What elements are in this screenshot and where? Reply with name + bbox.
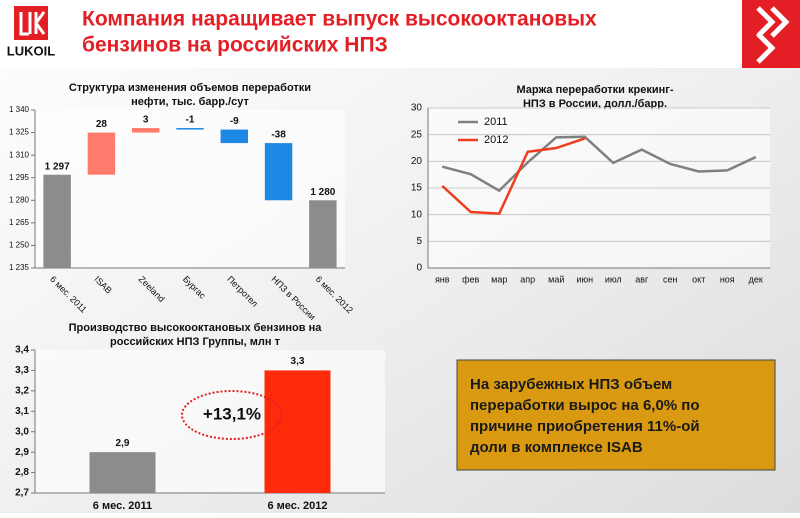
y-tick-label: 3,4 (15, 345, 29, 356)
y-tick-label: 3,1 (15, 406, 29, 417)
x-tick-label: фев (462, 274, 479, 284)
slide-title: бензинов на российских НПЗ (82, 34, 388, 57)
corner-mark (742, 0, 800, 68)
note-text: причине приобретения 11%-ой (470, 418, 700, 435)
slide-title: Компания наращивает выпуск высокооктанов… (82, 8, 597, 31)
charts: На зарубежных НПЗ объем переработки вырос… (9, 82, 770, 512)
annotation-ring (181, 390, 283, 440)
bar (89, 452, 156, 493)
y-tick-label: 1 250 (9, 241, 30, 250)
header-band (0, 0, 800, 68)
value-label: 28 (96, 119, 108, 130)
y-tick-label: 1 265 (9, 218, 30, 227)
y-tick-label: 3,2 (15, 385, 29, 396)
note-text: переработки вырос на 6,0% по (470, 397, 700, 414)
x-tick-label: 6 мес. 2011 (93, 500, 152, 512)
x-tick-label: июл (605, 274, 622, 284)
bar (264, 370, 331, 493)
chart-title: Производство высокооктановых бензинов на (69, 322, 323, 334)
logo: LUKOIL (7, 6, 55, 58)
value-label: 3,3 (291, 356, 305, 367)
line-series (441, 137, 586, 215)
note-text: доли в комплексе ISAB (470, 439, 643, 456)
chart-title: Структура изменения объемов переработки (69, 82, 311, 94)
note-box (456, 359, 776, 471)
y-tick-label: 20 (411, 156, 423, 167)
legend-label: 2012 (484, 134, 508, 146)
x-tick-label: сен (663, 274, 678, 284)
y-tick-label: 1 235 (9, 263, 30, 272)
value-label: 1 280 (310, 187, 335, 198)
y-tick-label: 5 (416, 236, 422, 247)
y-tick-label: 1 340 (9, 105, 30, 114)
x-tick-label: апр (520, 274, 535, 284)
x-tick-label: 6 мес. 2012 (268, 500, 328, 512)
y-tick-label: 0 (416, 263, 422, 274)
bar (87, 132, 116, 175)
y-tick-label: 25 (411, 129, 423, 140)
x-tick-label: июн (576, 274, 593, 284)
chart-title: нефти, тыс. барр./сут (131, 96, 249, 108)
y-tick-label: 1 295 (9, 173, 30, 182)
bar (220, 129, 249, 144)
chart-title: Маржа переработки крекинг- (517, 84, 674, 96)
bar (309, 200, 337, 268)
value-label: 3 (143, 115, 149, 126)
x-tick-label: авг (635, 274, 649, 284)
chart-title: НПЗ в России, долл./барр. (523, 98, 667, 110)
note-text: На зарубежных НПЗ объем (470, 376, 672, 393)
y-tick-label: 30 (411, 103, 423, 114)
x-tick-label: окт (692, 274, 705, 284)
x-tick-label: май (548, 274, 564, 284)
value-label: 1 297 (45, 161, 70, 172)
bar (264, 143, 293, 201)
value-label: 2,9 (116, 438, 130, 449)
y-tick-label: 3,0 (15, 426, 29, 437)
bar (43, 174, 71, 268)
y-tick-label: 2,8 (15, 467, 29, 478)
plot-area (35, 110, 345, 268)
legend-label: 2011 (484, 116, 508, 128)
value-label: -9 (230, 116, 239, 127)
y-tick-label: 3,3 (15, 365, 29, 376)
x-tick-label: дек (749, 274, 763, 284)
value-label: -1 (186, 115, 195, 126)
y-tick-label: 1 310 (9, 150, 30, 159)
y-tick-label: 10 (411, 209, 423, 220)
y-tick-label: 15 (411, 183, 423, 194)
y-tick-label: 1 280 (9, 195, 30, 204)
x-tick-label: янв (435, 274, 450, 284)
x-tick-label: ноя (720, 274, 735, 284)
y-tick-label: 2,9 (15, 447, 29, 458)
y-tick-label: 1 325 (9, 128, 30, 137)
bar (131, 128, 160, 133)
line-series (441, 135, 757, 193)
y-tick-label: 2,7 (15, 488, 29, 499)
annotation: +13,1% (203, 404, 261, 423)
x-tick-label: мар (491, 274, 507, 284)
logo-text: LUKOIL (7, 43, 55, 58)
bar (176, 128, 204, 130)
chart-title: российских НПЗ Группы, млн т (110, 336, 281, 348)
value-label: -38 (271, 130, 286, 141)
